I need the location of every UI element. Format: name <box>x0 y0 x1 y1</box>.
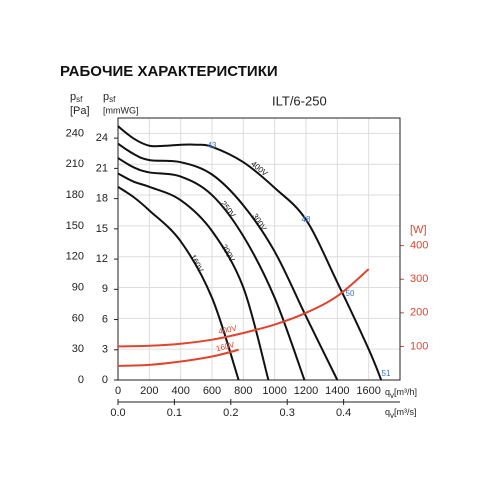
y-tick-label: 90 <box>72 281 84 293</box>
x-tick-label: 600 <box>203 385 221 397</box>
y-tick-label: 210 <box>66 158 84 170</box>
y3-tick-label: 15 <box>96 223 108 235</box>
x-tick-label: 800 <box>234 385 252 397</box>
series-line <box>117 186 240 381</box>
series-line <box>117 348 239 367</box>
x2-tick-label: 0.2 <box>223 407 238 419</box>
x-tick-label: 1400 <box>325 385 349 397</box>
x2-label-sub: v <box>390 411 394 420</box>
annotation: 50 <box>346 289 355 298</box>
y3-tick-label: 3 <box>102 344 108 356</box>
series-line <box>117 125 383 381</box>
series-label: 400V <box>218 323 239 336</box>
y-tick-label: 180 <box>66 189 84 201</box>
y2-tick-label: 400 <box>410 240 428 252</box>
y-tick-label: 0 <box>78 374 84 386</box>
series-label: 250V <box>219 199 238 220</box>
y3-tick-label: 9 <box>102 283 108 295</box>
y-tick-label: 150 <box>66 220 84 232</box>
x2-tick-label: 0.1 <box>167 407 182 419</box>
x-tick-label: 1000 <box>262 385 286 397</box>
y3-tick-label: 24 <box>96 132 108 144</box>
y2-axis-label: [W] <box>410 224 427 236</box>
annotation: 43 <box>208 141 217 150</box>
y2-tick-label: 300 <box>410 273 428 285</box>
x-tick-label: 400 <box>171 385 189 397</box>
x-label-sub: v <box>390 391 394 400</box>
series-line <box>117 157 306 381</box>
x-tick-label: 200 <box>140 385 158 397</box>
series-label: 200V <box>220 243 237 264</box>
series-label: 300V <box>250 212 268 233</box>
series-line <box>117 142 339 381</box>
y-label-sub: sf <box>76 95 83 104</box>
plot-frame <box>117 117 401 381</box>
y-axis-label: psf <box>70 91 83 104</box>
y2-tick-label: 200 <box>410 307 428 319</box>
y3-tick-label: 0 <box>102 374 108 386</box>
series-line <box>117 172 270 381</box>
x-tick-label: 1600 <box>356 385 380 397</box>
y-label-symbol: p <box>70 91 76 103</box>
y3-label-symbol: p <box>103 91 109 103</box>
y-tick-label: 60 <box>72 312 84 324</box>
y-tick-label: 30 <box>72 343 84 355</box>
x2-tick-label: 0.3 <box>280 407 295 419</box>
chart-subtitle: ILT/6-250 <box>272 93 327 108</box>
y3-label-sub: sf <box>109 95 116 104</box>
annotation: 48 <box>302 215 311 224</box>
y-tick-label: 120 <box>66 251 84 263</box>
x-label-symbol: q <box>385 387 390 397</box>
y3-axis-label: psf <box>103 91 116 104</box>
x2-tick-label: 0.4 <box>336 407 351 419</box>
x2-label-unit: [m³/s] <box>394 407 417 417</box>
x2-axis-label: qv[m³/s] <box>385 407 417 420</box>
annotation: 51 <box>382 369 391 378</box>
x2-tick-label: 0.0 <box>110 407 125 419</box>
y-axis-unit: [Pa] <box>70 105 90 117</box>
y3-axis-unit: [mmWG] <box>103 105 139 115</box>
x-tick-label: 1200 <box>294 385 318 397</box>
y3-tick-label: 21 <box>96 162 108 174</box>
x-label-unit: [m³/h] <box>394 387 417 397</box>
y3-tick-label: 12 <box>96 253 108 265</box>
y2-tick-label: 100 <box>410 340 428 352</box>
x-axis-label: qv[m³/h] <box>385 387 417 400</box>
y3-tick-label: 18 <box>96 193 108 205</box>
series-label: 160V <box>188 253 205 274</box>
y3-tick-label: 6 <box>102 313 108 325</box>
x-tick-label: 0 <box>115 385 121 397</box>
y-tick-label: 240 <box>66 127 84 139</box>
series-line <box>117 268 370 348</box>
chart-title: РАБОЧИЕ ХАРАКТЕРИСТИКИ <box>60 63 278 80</box>
x2-label-symbol: q <box>385 407 390 417</box>
